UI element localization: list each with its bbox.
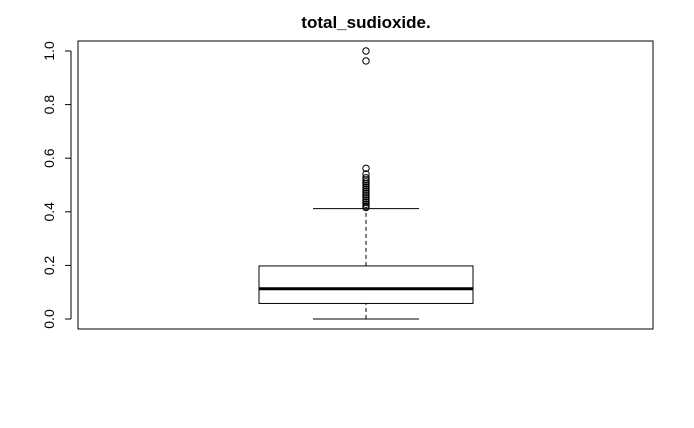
outlier-point bbox=[362, 198, 370, 207]
outlier-point bbox=[362, 178, 370, 186]
outlier-point bbox=[362, 164, 370, 173]
outlier-point bbox=[362, 179, 370, 188]
y-tick-label: 1.0 bbox=[41, 41, 57, 61]
y-tick-label: 0.6 bbox=[41, 148, 57, 168]
y-tick-label: 0.0 bbox=[41, 309, 57, 329]
outlier-point bbox=[362, 193, 370, 201]
outlier-point bbox=[362, 185, 370, 193]
outlier-point bbox=[362, 170, 370, 178]
y-axis: 0.0 0.2 0.4 0.6 0.8 1.0 bbox=[41, 41, 72, 329]
outlier-point bbox=[362, 57, 370, 65]
outlier-point bbox=[362, 203, 370, 212]
outlier-point bbox=[362, 191, 370, 199]
outlier-group bbox=[362, 47, 370, 212]
plot-frame bbox=[77, 40, 654, 330]
chart-title: total_sudioxide. bbox=[301, 13, 430, 32]
y-tick-label: 0.2 bbox=[41, 255, 57, 275]
outlier-point bbox=[362, 189, 370, 197]
outlier-point bbox=[362, 196, 370, 205]
outlier-point bbox=[362, 176, 370, 184]
outlier-point bbox=[362, 183, 370, 192]
y-tick-label: 0.4 bbox=[41, 202, 57, 222]
outlier-point bbox=[362, 181, 370, 190]
outlier-point bbox=[362, 174, 370, 182]
box-group bbox=[258, 208, 474, 320]
outlier-point bbox=[362, 200, 370, 208]
y-tick-label: 0.8 bbox=[41, 95, 57, 115]
outlier-point bbox=[362, 47, 370, 55]
outlier-point bbox=[362, 194, 370, 203]
iqr-box bbox=[258, 265, 474, 304]
outlier-point bbox=[362, 187, 370, 195]
